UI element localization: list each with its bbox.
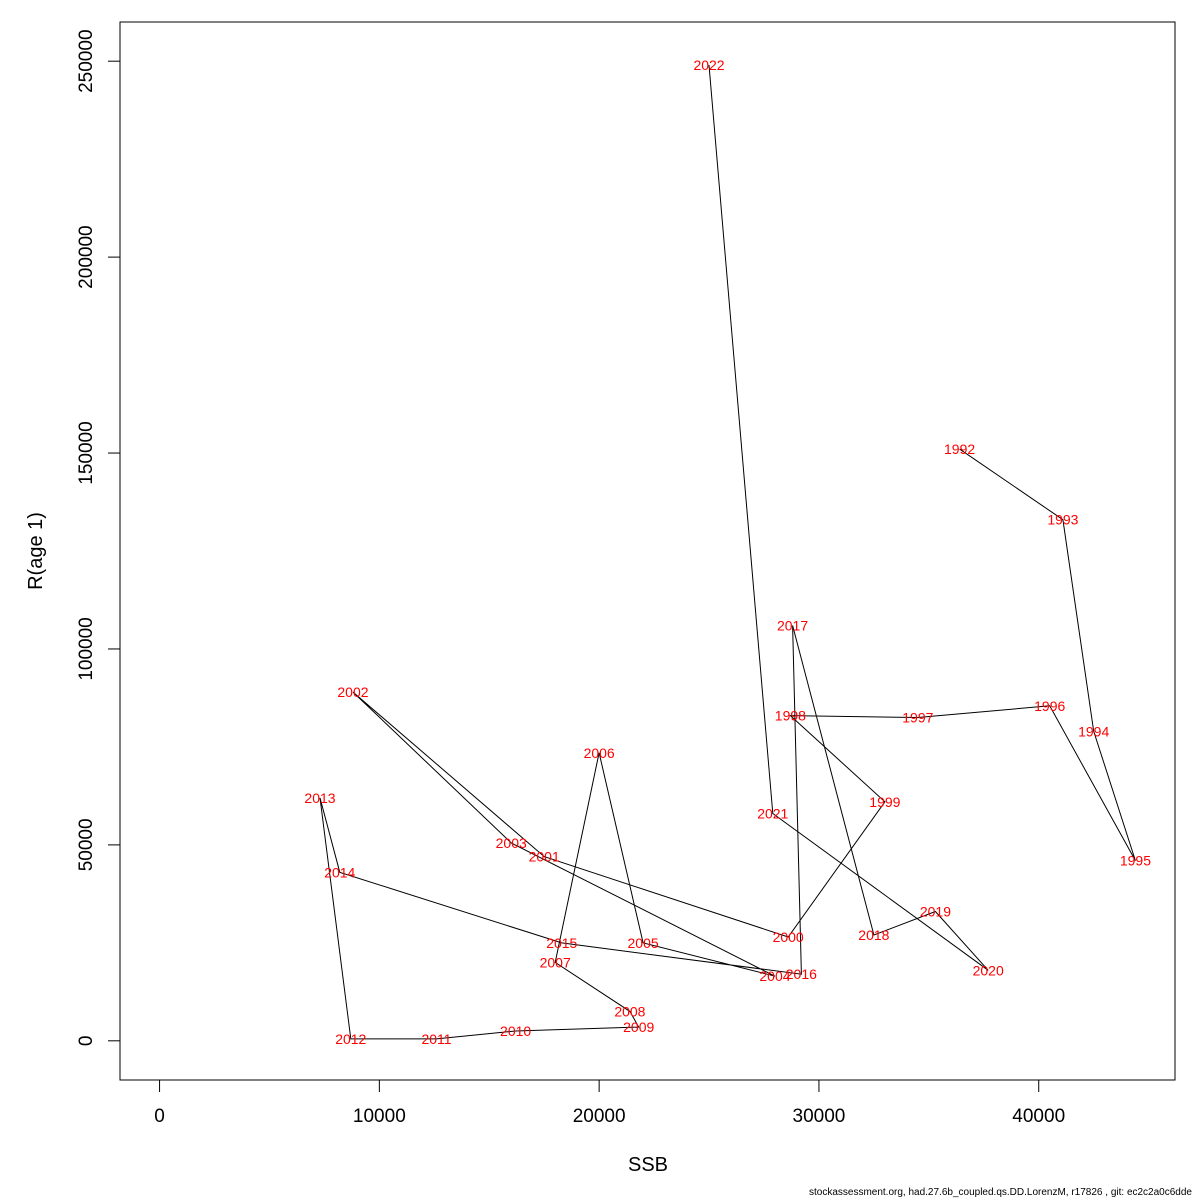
x-tick-label: 10000	[353, 1106, 406, 1127]
x-axis: 0 10000 20000 30000 40000	[154, 1079, 1065, 1127]
series-line	[319, 65, 1136, 1040]
year-label-1998: 1998	[775, 708, 806, 724]
year-label-2005: 2005	[628, 935, 659, 951]
year-label-2020: 2020	[973, 962, 1004, 978]
year-label-1999: 1999	[869, 794, 900, 810]
year-label-2012: 2012	[335, 1031, 366, 1047]
plot-frame	[119, 21, 1176, 1081]
year-label-2013: 2013	[304, 790, 335, 806]
y-tick-label: 250000	[76, 29, 97, 92]
year-label-2017: 2017	[777, 617, 808, 633]
y-tick-label: 50000	[76, 818, 97, 871]
year-label-2015: 2015	[546, 935, 577, 951]
year-label-1994: 1994	[1078, 723, 1109, 739]
y-tick-label: 200000	[76, 225, 97, 288]
year-label-2018: 2018	[858, 927, 889, 943]
year-label-2019: 2019	[920, 904, 951, 920]
year-label-1996: 1996	[1034, 698, 1065, 714]
y-axis-title: R(age 1)	[25, 512, 47, 590]
year-label-2011: 2011	[421, 1031, 451, 1047]
footer-caption: stockassessment.org, had.27.6b_coupled.q…	[808, 1187, 1192, 1198]
x-axis-title: SSB	[628, 1154, 668, 1176]
year-label-1993: 1993	[1047, 512, 1078, 528]
x-tick-label: 40000	[1012, 1106, 1065, 1127]
year-label-1992: 1992	[944, 441, 975, 457]
year-label-2000: 2000	[773, 929, 804, 945]
year-label-2016: 2016	[786, 966, 817, 982]
year-label-1997: 1997	[902, 710, 933, 726]
y-tick-label: 0	[76, 1036, 97, 1047]
year-label-2021: 2021	[757, 806, 788, 822]
year-label-1995: 1995	[1120, 853, 1151, 869]
x-tick-label: 20000	[573, 1106, 626, 1127]
year-label-2008: 2008	[614, 1003, 645, 1019]
y-axis: 0 50000 100000 150000 200000 250000	[76, 29, 121, 1047]
x-tick-label: 0	[154, 1106, 165, 1127]
sr-trajectory-line	[319, 65, 1136, 1040]
year-labels: 1992 1993 1994 1995 1996 1997 1998 1999 2000 2001…	[304, 57, 1151, 1047]
year-label-2022: 2022	[693, 57, 724, 73]
year-label-2001: 2001	[529, 849, 560, 865]
year-label-2010: 2010	[500, 1023, 531, 1039]
year-label-2002: 2002	[337, 684, 368, 700]
year-label-2007: 2007	[540, 954, 571, 970]
y-tick-label: 150000	[76, 421, 97, 484]
y-tick-label: 100000	[76, 617, 97, 680]
year-label-2004: 2004	[759, 968, 790, 984]
year-label-2009: 2009	[623, 1019, 654, 1035]
x-tick-label: 30000	[793, 1106, 846, 1127]
year-label-2006: 2006	[584, 745, 615, 761]
year-label-2003: 2003	[496, 835, 527, 851]
year-label-2014: 2014	[324, 864, 355, 880]
